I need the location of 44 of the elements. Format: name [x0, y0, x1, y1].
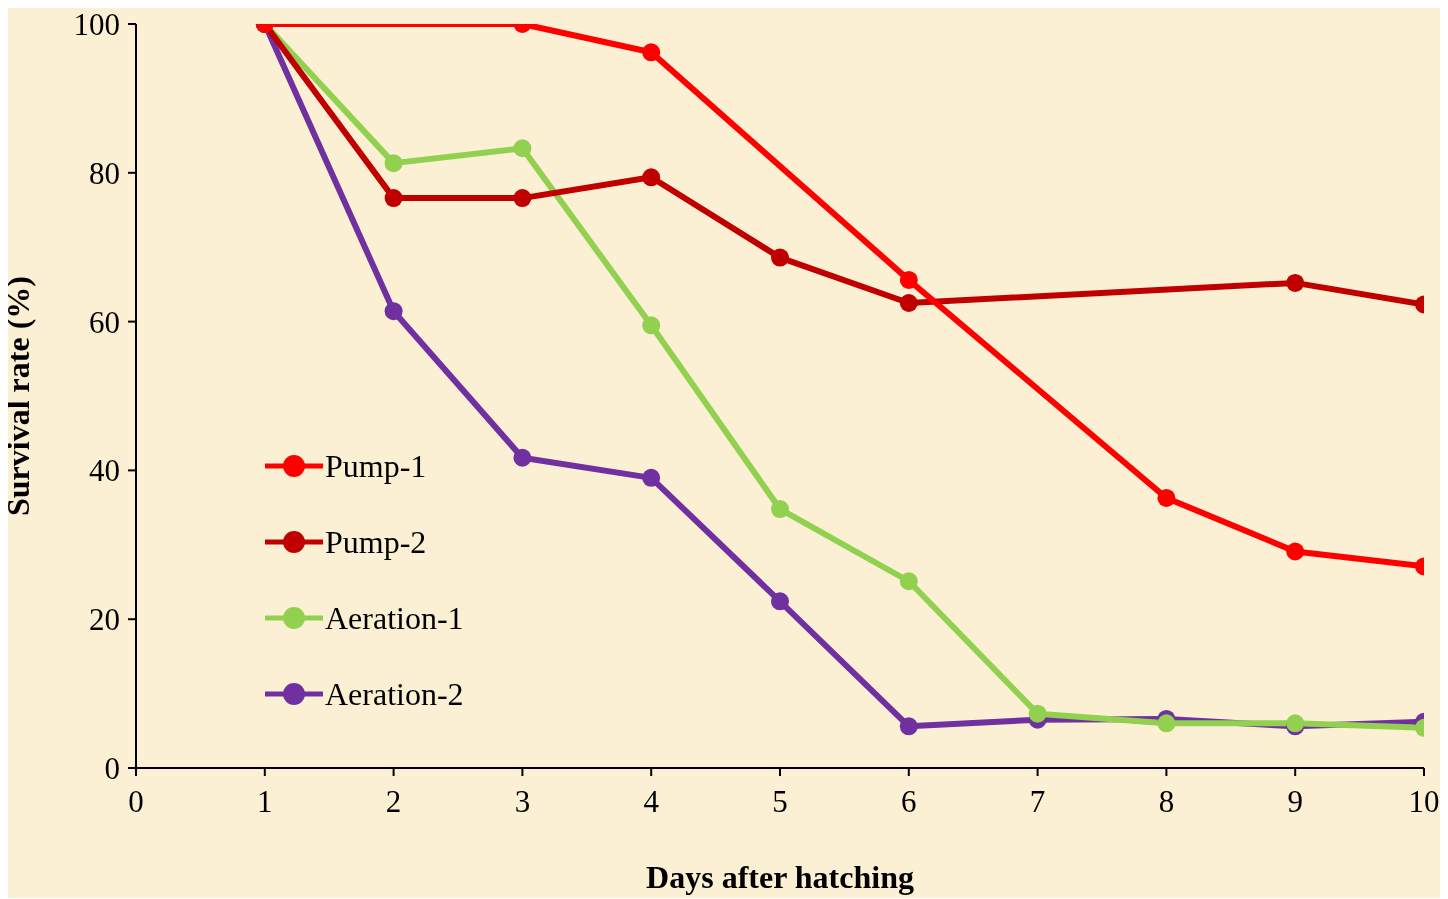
point	[642, 43, 661, 62]
point	[771, 500, 789, 519]
point	[642, 468, 661, 487]
legend-label: Aeration-2	[325, 675, 464, 713]
point	[513, 139, 532, 158]
y-tick-label: 40	[89, 453, 120, 489]
point	[899, 270, 918, 289]
point	[899, 572, 918, 591]
point	[1286, 542, 1305, 561]
point	[1157, 488, 1176, 507]
point	[384, 154, 403, 173]
legend-label: Pump-2	[325, 523, 427, 561]
y-tick-label: 0	[104, 751, 120, 787]
x-tick-label: 4	[643, 784, 660, 820]
point	[1286, 273, 1305, 292]
x-tick-label: 0	[128, 784, 144, 820]
x-tick-label: 9	[1287, 784, 1303, 820]
legend-label: Aeration-1	[325, 599, 464, 637]
x-tick-label: 5	[772, 784, 788, 820]
point	[642, 316, 661, 335]
x-tick-label: 7	[1029, 784, 1046, 820]
x-tick-label: 6	[901, 784, 917, 820]
x-tick-label: 8	[1158, 784, 1175, 820]
point	[384, 302, 403, 321]
y-tick-label: 60	[89, 304, 120, 340]
x-tick-label: 10	[1408, 784, 1440, 820]
x-tick-label: 1	[257, 784, 273, 820]
point	[513, 189, 532, 208]
legend-label: Pump-1	[325, 447, 427, 485]
point	[384, 189, 403, 208]
point	[1028, 704, 1047, 723]
x-tick-label: 2	[385, 784, 402, 820]
x-tick-label: 3	[514, 784, 531, 820]
y-tick-label: 20	[89, 602, 120, 638]
y-tick-label: 100	[73, 7, 120, 43]
y-tick-label: 80	[89, 155, 120, 191]
point	[513, 448, 532, 467]
point	[1157, 714, 1176, 733]
point	[771, 592, 789, 611]
x-axis-title: Days after hatching	[646, 859, 914, 895]
point	[899, 294, 918, 312]
point	[899, 717, 918, 736]
point	[642, 168, 661, 187]
point	[771, 248, 789, 267]
